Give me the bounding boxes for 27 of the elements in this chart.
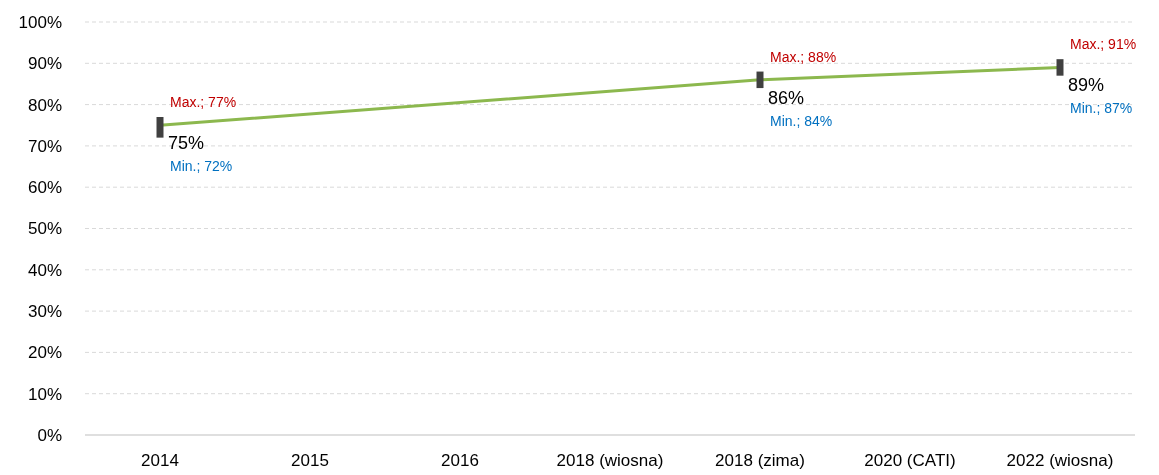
y-tick-label: 60%: [27, 178, 62, 198]
annotation: Min.; 87%: [1070, 100, 1133, 117]
y-tick-label: 40%: [27, 260, 62, 280]
data-label: 86%: [768, 87, 805, 108]
data-label: 89%: [1068, 75, 1105, 96]
y-tick-label: 50%: [27, 219, 62, 239]
annotation: Max.; 77%: [170, 93, 237, 110]
y-tick-label: 70%: [27, 136, 62, 156]
x-tick-label: 2014: [141, 451, 179, 470]
x-tick-label: 2018 (wiosna): [556, 451, 664, 470]
x-tick-label: 2020 (CATI): [864, 451, 956, 470]
annotation: Min.; 72%: [170, 158, 233, 175]
annotation: Max.; 88%: [770, 48, 837, 65]
x-tick-label: 2016: [441, 451, 479, 470]
y-tick-label: 20%: [27, 343, 62, 363]
x-tick-label: 2018 (zima): [715, 451, 805, 470]
y-tick-label: 100%: [18, 12, 62, 32]
x-tick-label: 2022 (wiosna): [1006, 451, 1114, 470]
y-tick-label: 0%: [37, 425, 62, 445]
data-label: 75%: [168, 133, 205, 154]
x-tick-label: 2015: [291, 451, 329, 470]
y-tick-label: 90%: [27, 54, 62, 74]
y-tick-label: 80%: [27, 95, 62, 115]
y-tick-label: 30%: [27, 302, 62, 322]
annotation: Min.; 84%: [770, 112, 833, 129]
y-tick-label: 10%: [27, 384, 62, 404]
annotation: Max.; 91%: [1070, 36, 1137, 53]
